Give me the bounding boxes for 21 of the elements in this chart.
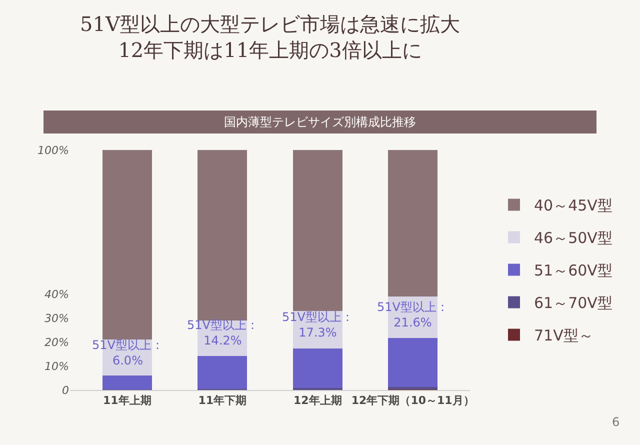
- y-tick-label: 40%: [44, 288, 69, 301]
- x-tick-label: 11年上期: [102, 394, 152, 408]
- y-tick-label: 10%: [44, 360, 69, 373]
- legend-label: 61～70V型: [534, 294, 612, 312]
- x-tick-label: 12年下期（10～11月）: [351, 394, 474, 408]
- legend-label: 46～50V型: [534, 229, 612, 248]
- annotation: 51V型以上： 21.6%: [377, 300, 448, 330]
- annotation: 51V型以上： 17.3%: [282, 310, 354, 340]
- chart-title: 51V型以上の大型テレビ市場は急速に拡大 12年下期は11年上期の3倍以上に: [80, 12, 460, 62]
- legend-label: 71V型～: [534, 326, 594, 345]
- legend-label: 51～60V型: [534, 262, 612, 280]
- y-tick-label: 20%: [44, 336, 69, 349]
- annotation: 51V型以上： 14.2%: [187, 318, 258, 348]
- y-tick-label: 100%: [38, 144, 69, 157]
- text: 6: [612, 415, 620, 429]
- x-tick-label: 12年上期: [293, 394, 342, 408]
- chart-subtitle: 国内薄型テレビサイズ別構成比推移: [224, 115, 416, 129]
- y-tick-label: 0: [62, 384, 69, 397]
- y-tick-label: 30%: [44, 312, 69, 325]
- legend-label: 40～45V型: [534, 196, 612, 215]
- x-tick-label: 11年下期: [198, 394, 247, 408]
